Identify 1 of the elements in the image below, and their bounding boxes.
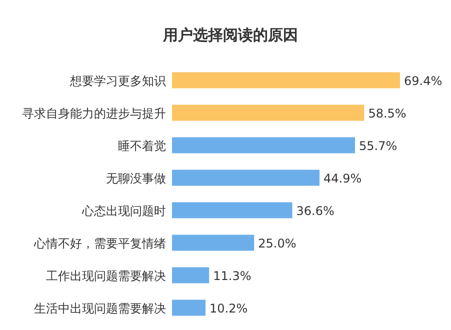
title: 用户选择阅读的原因 [163,26,298,44]
